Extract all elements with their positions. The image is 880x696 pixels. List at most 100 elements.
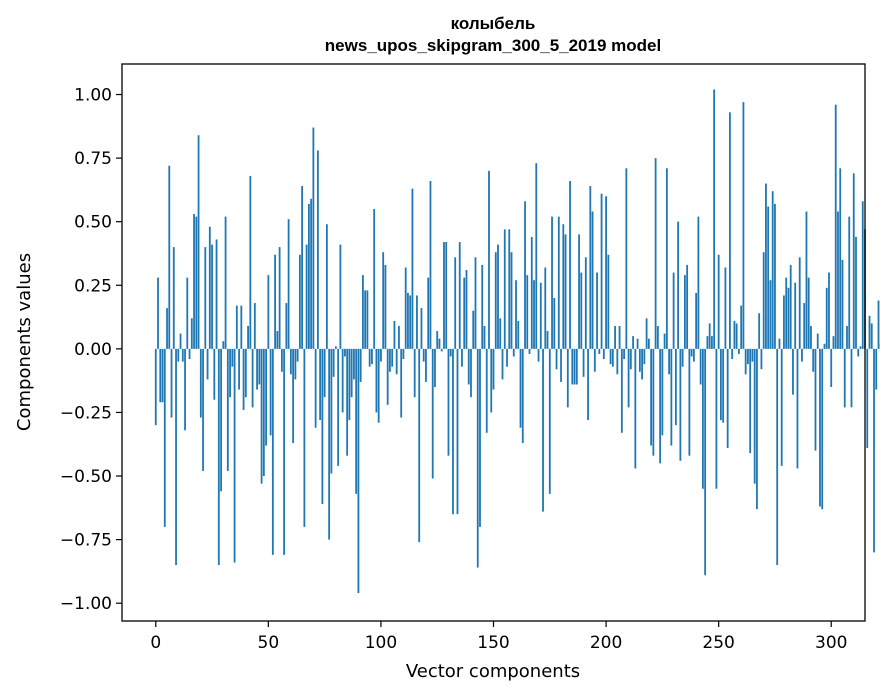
bar-263 [747, 348, 749, 365]
bar-52 [271, 348, 274, 555]
bar-141 [472, 310, 475, 349]
x-tick-label: 300 [815, 633, 847, 653]
bar-235 [683, 275, 686, 349]
bar-267 [756, 348, 758, 510]
bar-78 [330, 348, 333, 474]
bar-9 [175, 348, 177, 566]
y-tick-label: 0.75 [74, 149, 112, 169]
bar-287 [801, 348, 803, 362]
bar-4 [163, 348, 166, 527]
bar-207 [620, 348, 623, 433]
bar-313 [859, 346, 862, 349]
bar-48 [262, 348, 265, 477]
chart-title: колыбель [451, 14, 536, 33]
bar-147 [485, 348, 488, 433]
bar-124 [434, 348, 436, 388]
y-tick-label: 0.00 [74, 340, 112, 360]
bar-175 [548, 348, 551, 494]
bar-192 [587, 348, 589, 421]
bar-183 [566, 348, 569, 408]
bar-203 [611, 348, 614, 367]
bar-280 [785, 277, 788, 349]
bar-217 [643, 348, 646, 365]
bar-119 [422, 348, 425, 362]
bar-128 [443, 242, 445, 349]
bar-312 [857, 348, 860, 357]
bar-265 [751, 348, 754, 362]
bar-259 [738, 348, 740, 354]
bar-18 [195, 216, 198, 349]
bar-145 [481, 264, 484, 349]
bar-291 [810, 325, 812, 349]
bar-76 [325, 224, 328, 349]
bar-20 [199, 348, 202, 418]
bar-32 [226, 348, 229, 471]
bar-6 [168, 165, 171, 349]
bar-77 [328, 348, 331, 540]
bar-281 [787, 287, 790, 349]
bar-74 [321, 348, 324, 505]
bar-230 [672, 272, 675, 349]
bar-209 [625, 168, 628, 349]
bar-36 [235, 305, 238, 349]
bar-43 [251, 348, 254, 408]
bar-118 [420, 308, 423, 349]
bar-129 [445, 242, 448, 349]
bar-296 [821, 348, 824, 510]
bar-202 [609, 348, 612, 365]
bar-114 [411, 188, 414, 349]
bar-189 [580, 272, 583, 349]
bar-177 [553, 297, 556, 349]
bar-160 [515, 280, 517, 349]
bar-260 [740, 305, 743, 349]
bar-161 [517, 320, 520, 349]
bar-303 [837, 211, 839, 349]
bar-92 [362, 275, 364, 349]
bar-191 [584, 257, 587, 349]
bar-190 [582, 348, 585, 377]
bar-107 [395, 348, 398, 375]
bar-193 [589, 186, 592, 349]
bar-156 [506, 348, 508, 367]
bar-70 [312, 127, 315, 349]
bar-166 [528, 348, 531, 354]
bar-248 [713, 89, 716, 349]
bar-272 [767, 206, 770, 349]
bar-65 [301, 186, 304, 349]
bar-314 [861, 201, 864, 349]
bar-179 [557, 216, 560, 349]
bar-290 [807, 277, 810, 349]
bar-38 [240, 305, 243, 349]
bar-270 [762, 252, 765, 349]
bar-91 [359, 348, 362, 382]
bar-305 [841, 259, 844, 349]
bar-86 [348, 348, 351, 421]
bar-102 [384, 264, 387, 349]
bar-294 [816, 333, 819, 349]
x-tick-label: 0 [150, 633, 161, 653]
bar-176 [551, 216, 553, 349]
bar-309 [850, 348, 853, 408]
x-tick-label: 150 [477, 633, 509, 653]
bar-66 [303, 348, 306, 527]
bar-63 [296, 348, 299, 362]
bar-239 [692, 348, 695, 362]
bar-54 [276, 331, 279, 349]
bar-165 [526, 275, 529, 349]
bar-249 [715, 348, 718, 489]
bar-68 [307, 203, 310, 349]
bar-51 [269, 348, 272, 436]
bar-252 [722, 348, 725, 423]
bar-206 [618, 325, 621, 349]
bar-262 [744, 348, 747, 375]
bar-53 [274, 254, 276, 349]
bar-31 [224, 216, 227, 349]
bar-186 [573, 348, 576, 385]
bar-275 [774, 203, 776, 349]
bar-123 [431, 348, 434, 479]
bar-215 [638, 348, 641, 372]
bar-40 [244, 348, 247, 398]
bar-87 [350, 348, 353, 398]
bar-25 [211, 244, 213, 349]
bar-198 [600, 193, 603, 349]
